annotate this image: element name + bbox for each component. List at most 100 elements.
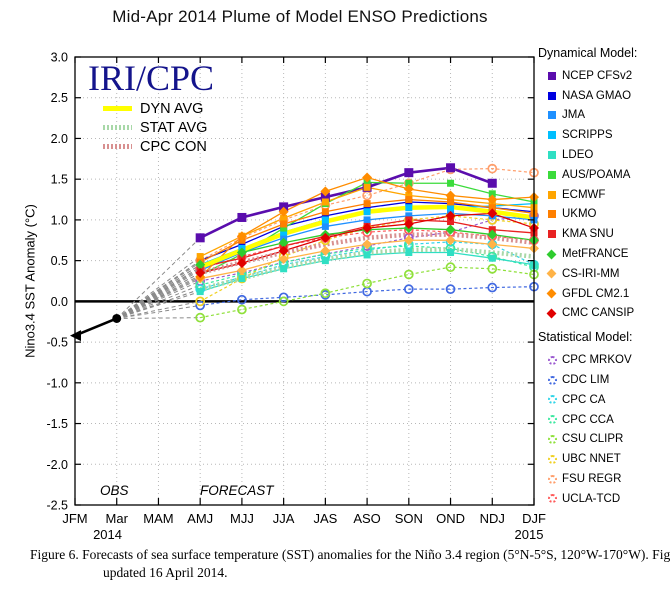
legend-item-gfdl-cm2-1: GFDL CM2.1 (546, 284, 670, 304)
legend-item-ucla-tcd: UCLA-TCD (548, 489, 670, 509)
legend-item-label: NASA GMAO (562, 89, 632, 102)
legend-item-cdc-lim: CDC LIM (548, 370, 670, 390)
series-ncep-cfsv2 (199, 166, 493, 239)
forecast-region-label: FORECAST (200, 483, 274, 498)
iri-cpc-watermark: IRI/CPC (88, 58, 215, 98)
stat-avg-line-swatch (103, 125, 132, 130)
legend-item-cpc-mrkov: CPC MRKOV (548, 350, 670, 370)
square-swatch (548, 230, 556, 239)
legend-item-cpc-con: CPC CON (103, 137, 207, 156)
legend-item-cs-iri-mm: CS-IRI-MM (546, 264, 670, 284)
diamond-swatch (546, 288, 557, 299)
x-tick-label: NDJ (480, 511, 505, 526)
square-swatch (548, 71, 556, 80)
square-swatch (548, 170, 556, 179)
chart-title: Mid-Apr 2014 Plume of Model ENSO Predict… (112, 7, 488, 26)
figure-caption: Figure 6. Forecasts of sea surface tempe… (30, 547, 670, 580)
dyn-avg-line-swatch (103, 106, 132, 111)
legend-item-label: CPC CCA (562, 413, 614, 426)
legend-item-cpc-cca: CPC CCA (548, 410, 670, 430)
legend-item-cmc-cansip: CMC CANSIP (546, 304, 670, 324)
square-swatch (548, 151, 556, 160)
legend-item-label: FSU REGR (562, 473, 622, 486)
circle-open-swatch (548, 395, 557, 405)
legend-item-label: DYN AVG (140, 100, 204, 117)
cpc-cca-marker-icon (548, 415, 562, 425)
circle-open-swatch (548, 454, 557, 464)
x-tick-label: JAS (313, 511, 337, 526)
y-tick-label: 3.0 (51, 51, 68, 65)
gfdl-cm2-1-marker-icon (546, 288, 562, 299)
cpc-mrkov-marker-icon (548, 355, 562, 365)
square-swatch (548, 190, 556, 199)
y-tick-label: 0.0 (51, 295, 68, 309)
legend-item-label: CPC CON (140, 138, 207, 155)
kma-snu-marker-icon (548, 230, 562, 239)
nasa-gmao-marker-icon (548, 91, 562, 100)
legend-item-metfrance: MetFRANCE (546, 244, 670, 264)
statistical-legend-list: CPC MRKOV CDC LIM CPC CA CPC CCA CSU CLIPR UB… (538, 350, 670, 508)
legend-item-cpc-ca: CPC CA (548, 390, 670, 410)
legend-item-ukmo: UKMO (548, 205, 670, 225)
square-swatch (548, 91, 556, 100)
legend-item-label: NCEP CFSv2 (562, 69, 633, 82)
y-tick-label: -2.0 (46, 458, 68, 472)
x-tick-label: MAM (143, 511, 173, 526)
y-tick-label: -0.5 (46, 336, 68, 350)
legend-item-dyn-avg: DYN AVG (103, 99, 207, 118)
y-tick-labels: 3.0 2.5 2.0 1.5 1.0 0.5 0.0 -0.5 -1.0 -1.5 -2.0 -2.… (46, 51, 68, 513)
legend-item-label: UKMO (562, 208, 597, 221)
x-tick-label: ASO (353, 511, 380, 526)
legend-item-kma-snu: KMA SNU (548, 224, 670, 244)
x-tick-label: JJA (273, 511, 295, 526)
circle-open-swatch (548, 375, 557, 385)
legend-item-jma: JMA (548, 106, 670, 126)
legend-item-csu-clipr: CSU CLIPR (548, 430, 670, 450)
square-swatch (548, 210, 556, 219)
model-legend: Dynamical Model: NCEP CFSv2 NASA GMAO JMA S… (538, 46, 670, 509)
x-tick-label: OND (436, 511, 465, 526)
y-tick-label: -1.5 (46, 417, 68, 431)
dynamical-legend-header: Dynamical Model: (538, 46, 638, 60)
x-tick-label: JFM (62, 511, 87, 526)
legend-item-label: CDC LIM (562, 374, 610, 387)
legend-item-label: CS-IRI-MM (562, 267, 620, 280)
square-swatch (548, 111, 556, 120)
markers-csu-clipr (195, 262, 539, 323)
cpc-ca-marker-icon (548, 395, 562, 405)
axis-ticks (74, 56, 535, 506)
diamond-swatch (546, 308, 557, 319)
x-tick-label: Mar (106, 511, 129, 526)
y-tick-label: 2.0 (51, 132, 68, 146)
year-label: 2014 (93, 527, 122, 542)
legend-item-label: UCLA-TCD (562, 492, 621, 505)
ecmwf-marker-icon (548, 190, 562, 199)
legend-item-label: SCRIPPS (562, 129, 613, 142)
y-tick-label: 1.5 (51, 173, 68, 187)
legend-item-label: CMC CANSIP (562, 307, 635, 320)
x-tick-label: DJF (522, 511, 546, 526)
jma-marker-icon (548, 111, 562, 120)
statistical-legend-header: Statistical Model: (538, 330, 633, 345)
legend-item-label: UBC NNET (562, 453, 621, 466)
x-tick-labels: JFM Mar MAM AMJ MJJ JJA JAS ASO SON OND NDJ DJF (62, 511, 546, 526)
circle-open-swatch (548, 415, 557, 425)
circle-open-swatch (548, 474, 557, 484)
series-csu-clipr (200, 266, 535, 319)
series-fsu-regr (199, 167, 535, 262)
y-tick-label: 2.5 (51, 91, 68, 105)
aus-poama-marker-icon (548, 170, 562, 179)
ncep-cfsv2-marker-icon (548, 71, 562, 80)
legend-item-label: LDEO (562, 149, 594, 162)
cs-iri-mm-marker-icon (546, 268, 562, 279)
legend-item-label: STAT AVG (140, 119, 208, 136)
y-tick-label: -2.5 (46, 499, 68, 513)
legend-item-scripps: SCRIPPS (548, 125, 670, 145)
fan-lines (116, 237, 201, 319)
circle-open-swatch (548, 494, 557, 504)
scripps-marker-icon (548, 131, 562, 140)
ubc-nnet-marker-icon (548, 454, 562, 464)
legend-item-label: AUS/POAMA (562, 168, 631, 181)
y-tick-label: -1.0 (46, 376, 68, 390)
